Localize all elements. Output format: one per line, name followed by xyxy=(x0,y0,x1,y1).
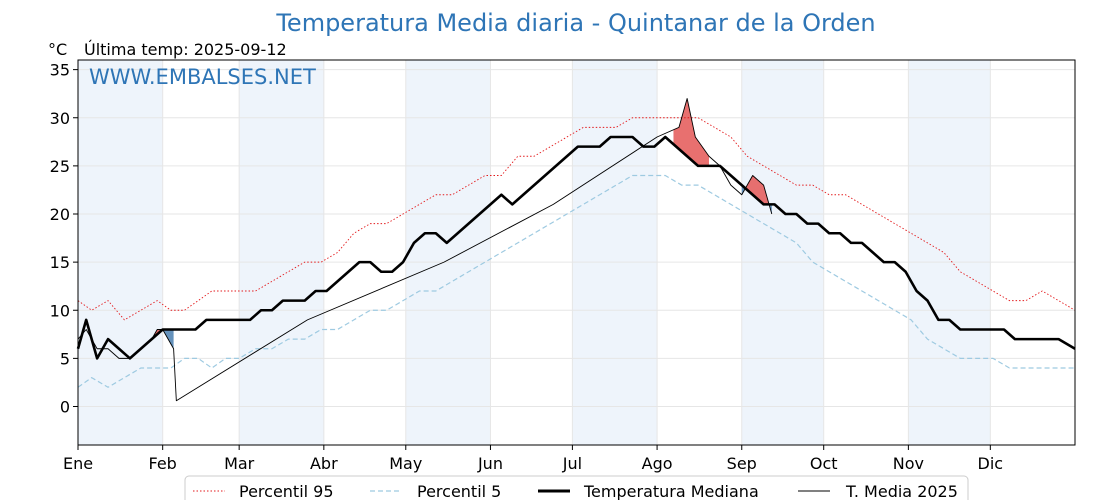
x-tick-label-jul: Jul xyxy=(562,454,582,473)
above-median-fill xyxy=(673,98,709,166)
chart-title: Temperatura Media diaria - Quintanar de … xyxy=(275,9,875,37)
x-tick-label-may: May xyxy=(389,454,422,473)
y-tick-label: 25 xyxy=(50,157,70,176)
legend-label-median: Temperatura Mediana xyxy=(583,482,759,500)
month-band-may xyxy=(405,60,491,445)
series-line-p5 xyxy=(77,174,1075,388)
series-line-p95 xyxy=(77,117,1076,321)
x-tick-label-feb: Feb xyxy=(149,454,177,473)
x-tick-label-abr: Abr xyxy=(310,454,338,473)
legend: Percentil 95 Percentil 5 Temperatura Med… xyxy=(184,475,969,500)
x-tick-label-oct: Oct xyxy=(810,454,838,473)
y-tick-label: 5 xyxy=(60,349,70,368)
plot-frame xyxy=(77,59,1076,446)
month-band-ene xyxy=(78,60,163,445)
x-tick-label-ene: Ene xyxy=(63,454,93,473)
x-tick-label-sep: Sep xyxy=(727,454,757,473)
y-tick-label: 30 xyxy=(50,109,70,128)
unit-label: °C xyxy=(48,40,67,59)
month-bands xyxy=(78,60,991,445)
legend-label-p5: Percentil 5 xyxy=(417,482,501,500)
legend-label-p95: Percentil 95 xyxy=(239,482,334,500)
x-tick-label-jun: Jun xyxy=(477,454,503,473)
legend-label-media2025: T. Media 2025 xyxy=(845,482,958,500)
y-tick-label: 20 xyxy=(50,205,70,224)
x-tick-label-ago: Ago xyxy=(642,454,673,473)
month-band-jul xyxy=(572,60,658,445)
month-band-mar xyxy=(239,60,324,445)
x-axis: Ene Feb Mar Abr May Jun Jul Ago Sep Oct Nov Dic xyxy=(63,445,1003,473)
y-tick-label: 10 xyxy=(50,301,70,320)
month-band-nov xyxy=(908,60,991,445)
legend-box xyxy=(184,475,969,500)
above-median-fill xyxy=(741,175,772,205)
x-tick-label-nov: Nov xyxy=(893,454,924,473)
month-band-sep xyxy=(741,60,824,445)
series-lines xyxy=(76,98,1076,402)
series-line-median xyxy=(76,135,1076,360)
y-tick-label: 35 xyxy=(50,61,70,80)
last-temp-label: Última temp: 2025-09-12 xyxy=(84,40,287,59)
watermark: WWW.EMBALSES.NET xyxy=(89,65,316,89)
y-tick-label: 15 xyxy=(50,253,70,272)
x-tick-label-dic: Dic xyxy=(978,454,1004,473)
grid-lines xyxy=(77,60,1075,445)
series-line-media2025 xyxy=(77,98,773,402)
y-tick-label: 0 xyxy=(60,398,70,417)
x-tick-label-mar: Mar xyxy=(224,454,255,473)
y-axis: 0 5 10 15 20 25 30 35 xyxy=(50,61,78,417)
